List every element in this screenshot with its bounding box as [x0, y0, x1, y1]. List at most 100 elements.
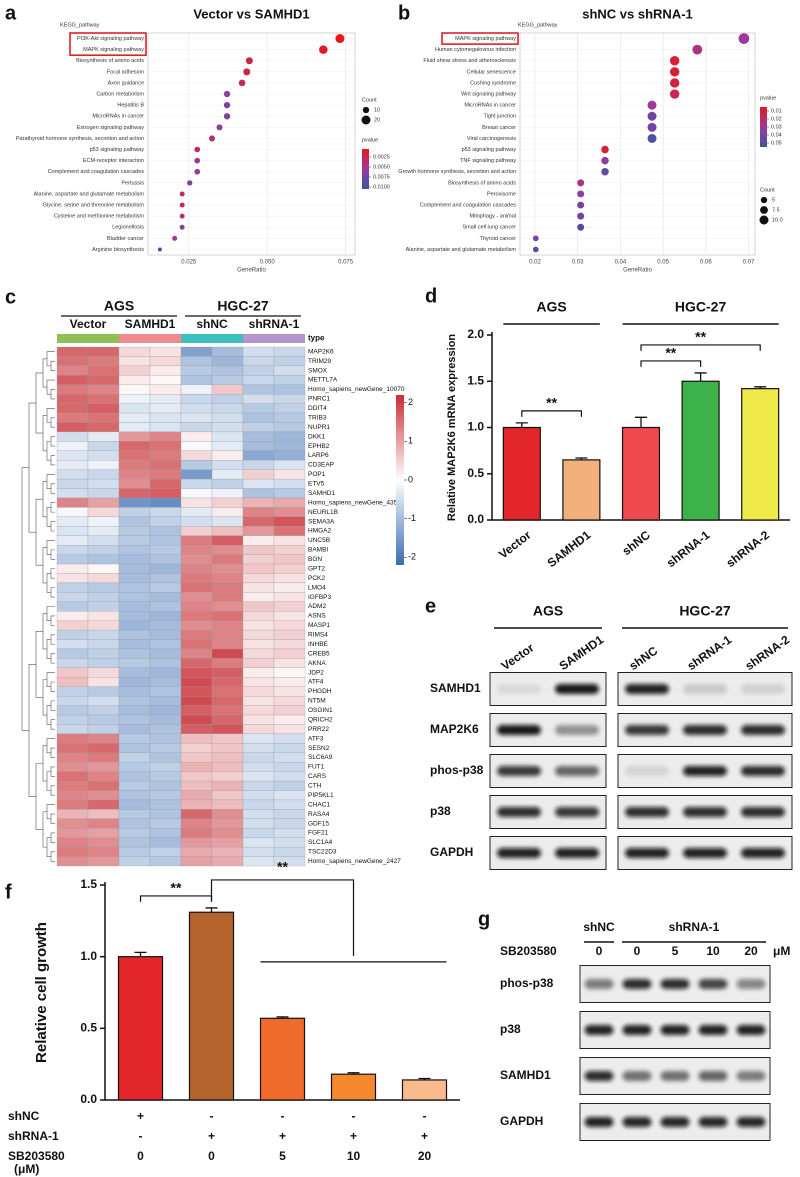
heat-cell — [87, 507, 120, 518]
plot-area — [147, 32, 356, 256]
heat-cell — [242, 780, 275, 791]
dot — [216, 124, 223, 131]
band — [736, 1071, 766, 1081]
row-label: MASP1 — [308, 622, 330, 629]
heat-cell — [87, 375, 120, 385]
table-cell: + — [279, 1129, 286, 1143]
lane-label: SAMHD1 — [557, 632, 607, 673]
heat-cell — [180, 667, 213, 678]
dendrogram — [50, 360, 55, 371]
heat-cell — [273, 375, 306, 385]
y-tick-label: Focal adhesion — [107, 69, 144, 75]
heat-cell — [56, 563, 89, 574]
heat-cell — [149, 441, 182, 451]
heat-cell — [211, 856, 244, 867]
error-bar — [575, 457, 588, 460]
band — [624, 848, 670, 858]
heat-cell — [149, 356, 182, 367]
heat-cell — [149, 375, 182, 385]
y-tick-label: Biosynthesis of amino acids — [448, 180, 516, 186]
lane-label: shRNA-1 — [685, 632, 735, 673]
heat-cell — [56, 658, 89, 668]
heat-cell — [56, 545, 89, 555]
heat-cell — [211, 535, 244, 546]
row-label: PIP5KL1 — [308, 792, 334, 799]
row-label: ETV5 — [308, 481, 325, 488]
heat-cell — [211, 743, 244, 753]
heat-cell — [149, 837, 182, 848]
heat-cell — [242, 714, 275, 725]
heat-cell — [242, 403, 275, 414]
heat-cell — [87, 828, 120, 838]
dendrogram — [50, 502, 55, 513]
heat-cell — [180, 441, 213, 451]
heat-cell — [273, 818, 306, 829]
heat-cell — [56, 677, 89, 687]
heat-cell — [180, 762, 213, 772]
heat-cell — [118, 394, 151, 404]
lane-label: 5 — [672, 944, 679, 958]
panel-letter: e — [425, 595, 436, 617]
heat-cell — [118, 743, 151, 753]
y-tick-label: Glycine, serine and threonine metabolism — [43, 203, 145, 209]
y-tick-label: Parathyroid hormone synthesis, secretion… — [16, 136, 144, 142]
heat-cell — [56, 516, 89, 527]
y-tick-label: Biosynthesis of amino acids — [76, 58, 144, 64]
heat-cell — [87, 705, 120, 716]
heat-cell — [118, 856, 151, 867]
significance-label: ** — [695, 329, 706, 345]
y-tick-label: 2.0 — [467, 327, 484, 341]
heat-cell — [242, 724, 275, 735]
bar — [741, 388, 780, 521]
table-cell: + — [208, 1129, 215, 1143]
heat-cell — [211, 478, 244, 489]
y-tick-label: Thyroid cancer — [480, 236, 517, 242]
heat-cell — [87, 356, 120, 367]
error-bar — [276, 1016, 289, 1019]
dot — [194, 157, 201, 164]
heat-cell — [211, 601, 244, 612]
heat-cell — [149, 478, 182, 489]
heat-cell — [273, 743, 306, 753]
heat-cell — [149, 828, 182, 838]
dot — [647, 100, 657, 110]
heat-cell — [242, 545, 275, 555]
heat-cell — [149, 648, 182, 659]
heat-cell — [211, 809, 244, 819]
y-tick-label: Cushing syndrome — [470, 80, 516, 86]
row-label: LARP6 — [308, 452, 329, 459]
heat-cell — [118, 667, 151, 678]
row-label: SAMHD1 — [308, 490, 335, 497]
heat-cell — [149, 856, 182, 867]
heat-cell — [273, 412, 306, 423]
lane-label: 0 — [596, 944, 603, 958]
heat-cell — [118, 592, 151, 602]
dendrogram — [28, 402, 36, 533]
group-label: AGS — [536, 299, 566, 315]
lane-label: 0 — [634, 944, 641, 958]
heat-cell — [180, 743, 213, 753]
dot — [532, 235, 539, 242]
heat-cell — [211, 545, 244, 555]
heat-cell — [56, 601, 89, 612]
heat-cell — [180, 478, 213, 489]
dendrogram — [46, 837, 51, 857]
heat-cell — [273, 526, 306, 536]
heat-cell — [242, 554, 275, 565]
y-tick-label: Cysteine and methionine metabolism — [54, 214, 145, 220]
row-label: PRR22 — [308, 726, 329, 733]
heat-cell — [211, 365, 244, 376]
dot — [577, 201, 585, 209]
heat-cell — [56, 620, 89, 631]
heat-cell — [149, 733, 182, 744]
heat-cell — [211, 846, 244, 857]
error-bar — [134, 951, 147, 957]
heat-cell — [87, 478, 120, 489]
table-cell: 0 — [208, 1149, 215, 1163]
heat-cell — [180, 818, 213, 829]
x-tick-label: Vector — [496, 528, 534, 562]
heat-cell — [87, 648, 120, 659]
heat-cell — [242, 516, 275, 527]
y-tick-label: MAPK signaling pathway — [455, 36, 516, 42]
heat-cell — [149, 526, 182, 536]
